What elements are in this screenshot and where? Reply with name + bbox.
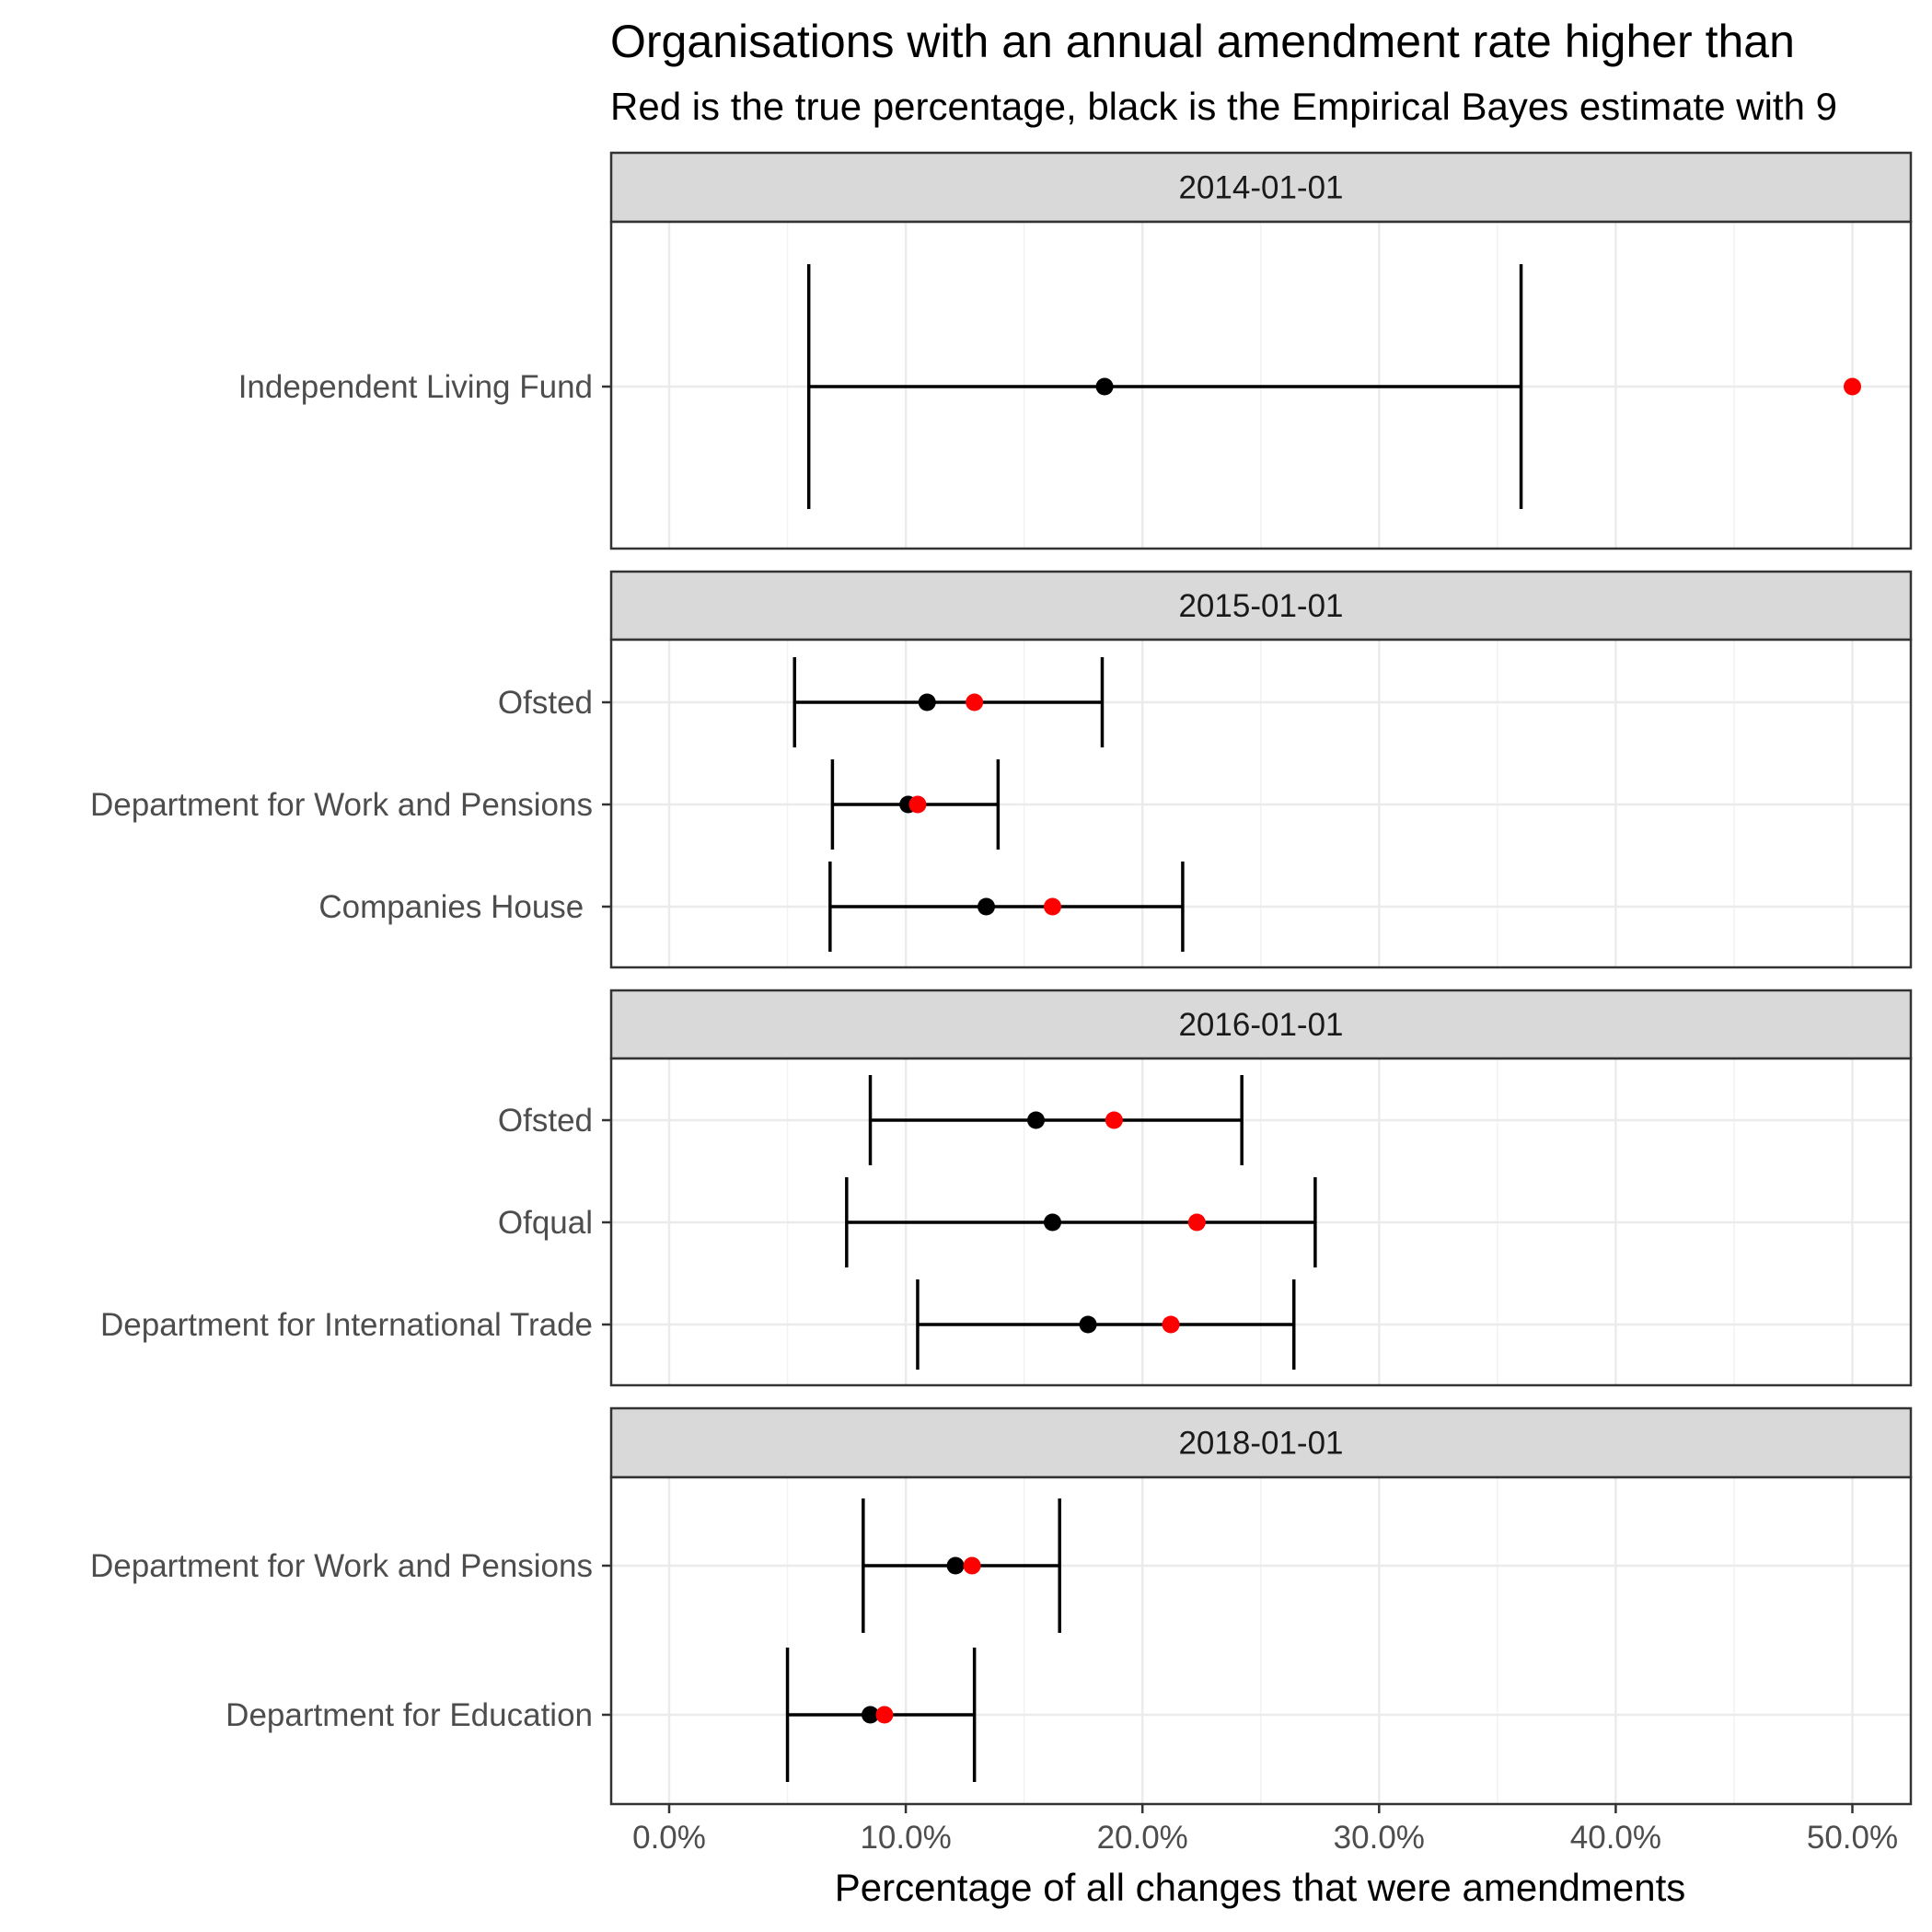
row-2015-01-01-2: Companies House bbox=[318, 862, 1185, 952]
category-label: Department for International Trade bbox=[100, 1307, 593, 1343]
estimate-point bbox=[1095, 377, 1114, 396]
x-tick-label: 40.0% bbox=[1570, 1820, 1661, 1856]
panel-border bbox=[609, 220, 1913, 550]
estimate-point bbox=[978, 897, 996, 916]
panel-border bbox=[609, 1057, 1913, 1387]
category-label: Ofsted bbox=[498, 685, 593, 721]
true-point bbox=[875, 1706, 894, 1724]
category-label: Companies House bbox=[318, 889, 593, 925]
x-tick-label: 0.0% bbox=[632, 1820, 706, 1856]
row-2018-01-01-0: Department for Work and Pensions bbox=[90, 1498, 1061, 1633]
facet-strip bbox=[609, 1406, 1913, 1479]
facet-strip-label: 2016-01-01 bbox=[1178, 1007, 1343, 1043]
estimate-point bbox=[1027, 1111, 1046, 1129]
facet-strip-label: 2014-01-01 bbox=[1178, 170, 1343, 206]
true-point bbox=[1187, 1213, 1206, 1232]
row-2018-01-01-1: Department for Education bbox=[226, 1648, 977, 1782]
category-label: Independent Living Fund bbox=[238, 369, 593, 405]
category-label: Ofqual bbox=[498, 1205, 593, 1241]
estimate-point bbox=[946, 1556, 965, 1575]
facet-panel-2016-01-01: 2016-01-01 Ofsted Ofqual Department for Int… bbox=[100, 989, 1913, 1387]
row-2016-01-01-2: Department for International Trade bbox=[100, 1279, 1296, 1370]
x-tick-label: 30.0% bbox=[1334, 1820, 1425, 1856]
row-2015-01-01-0: Ofsted bbox=[498, 657, 1105, 747]
estimate-point bbox=[862, 1706, 880, 1724]
estimate-point bbox=[1079, 1315, 1097, 1334]
x-tick-label: 20.0% bbox=[1097, 1820, 1188, 1856]
row-2016-01-01-0: Ofsted bbox=[498, 1075, 1244, 1165]
x-tick-label: 50.0% bbox=[1807, 1820, 1898, 1856]
true-point bbox=[966, 693, 984, 711]
facet-strip-label: 2018-01-01 bbox=[1178, 1426, 1343, 1462]
facet-strip bbox=[609, 151, 1913, 224]
chart-subtitle: Red is the true percentage, black is the… bbox=[610, 85, 1837, 128]
row-2014-01-01-0: Independent Living Fund bbox=[238, 264, 1861, 509]
facet-strip-label: 2015-01-01 bbox=[1178, 588, 1343, 624]
category-label: Department for Education bbox=[226, 1697, 593, 1733]
facet-panel-2018-01-01: 2018-01-01 Department for Work and Pensio… bbox=[90, 1406, 1913, 1806]
true-point bbox=[1844, 377, 1861, 396]
x-axis: 0.0% 10.0% 20.0% 30.0% 40.0% 50.0% bbox=[632, 1804, 1898, 1856]
category-label: Department for Work and Pensions bbox=[90, 1548, 593, 1584]
estimate-point bbox=[1044, 1213, 1062, 1232]
true-point bbox=[1044, 897, 1062, 916]
facet-panel-2014-01-01: 2014-01-01 Independent Living Fund bbox=[238, 151, 1913, 550]
facet-strip bbox=[609, 570, 1913, 642]
true-point bbox=[963, 1556, 981, 1575]
facet-panels: 2014-01-01 Independent Living Fund 2015-01… bbox=[90, 151, 1913, 1806]
panel-border bbox=[609, 638, 1913, 969]
category-label: Department for Work and Pensions bbox=[90, 787, 593, 823]
true-point bbox=[908, 795, 927, 814]
row-2016-01-01-1: Ofqual bbox=[498, 1177, 1317, 1267]
facet-panel-2015-01-01: 2015-01-01 Ofsted Department for Work and … bbox=[90, 570, 1913, 969]
x-axis-title: Percentage of all changes that were amen… bbox=[835, 1866, 1686, 1909]
category-label: Ofsted bbox=[498, 1103, 593, 1139]
facet-strip bbox=[609, 989, 1913, 1060]
true-point bbox=[1162, 1315, 1180, 1334]
x-tick-label: 10.0% bbox=[860, 1820, 951, 1856]
row-2015-01-01-1: Department for Work and Pensions bbox=[90, 759, 1001, 850]
estimate-point bbox=[918, 693, 936, 711]
chart-title: Organisations with an annual amendment r… bbox=[610, 16, 1795, 67]
true-point bbox=[1105, 1111, 1123, 1129]
panel-border bbox=[609, 1475, 1913, 1806]
